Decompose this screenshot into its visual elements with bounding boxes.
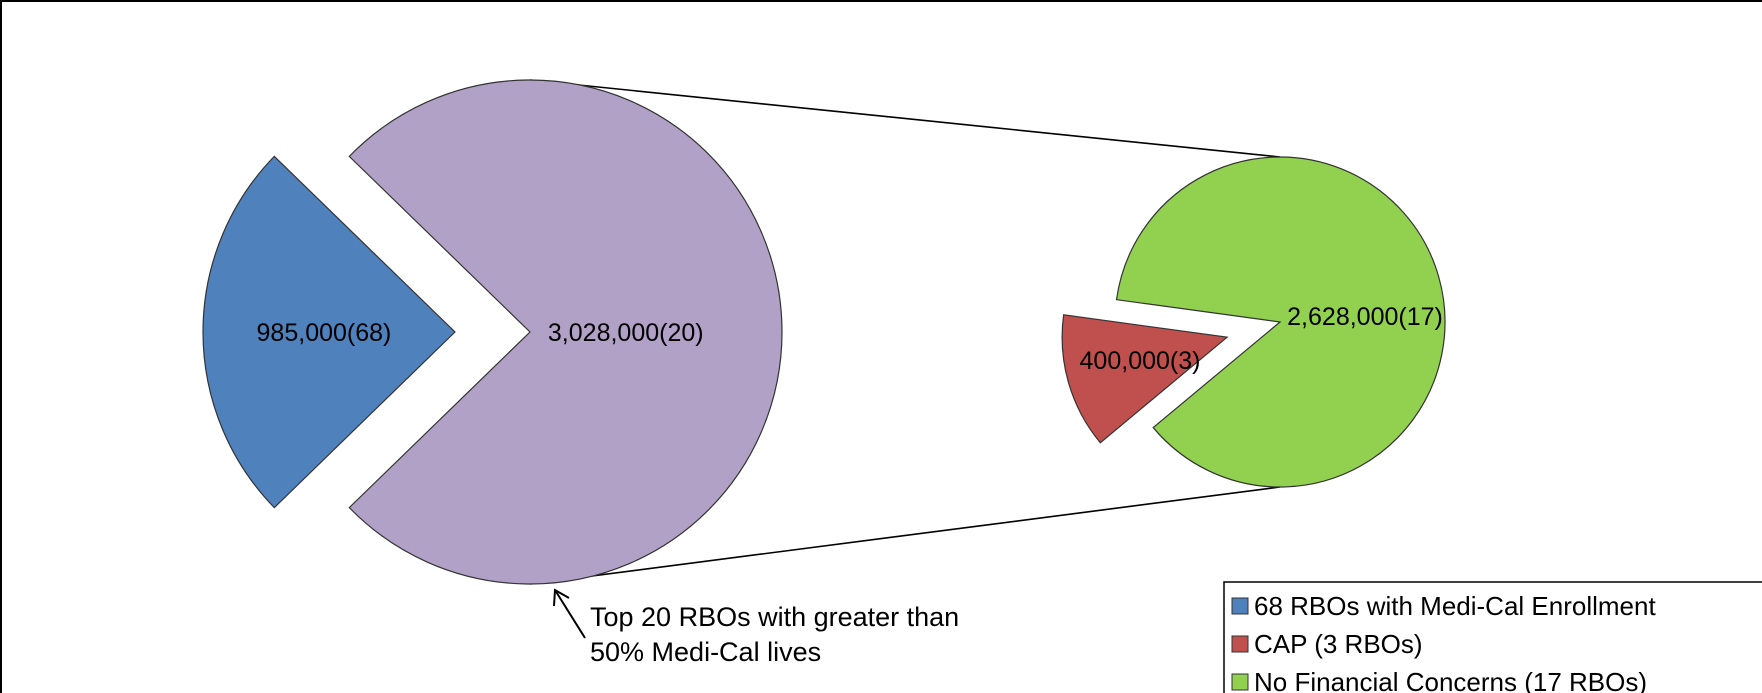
annotation-line-1: Top 20 RBOs with greater than [590, 602, 959, 632]
connector-lines [529, 79, 1281, 585]
main-slice-top20-label: 3,028,000(20) [548, 319, 704, 347]
secondary-pie: 400,000(3) 2,628,000(17) [1061, 156, 1446, 488]
main-slice-enrollment-label: 985,000(68) [257, 319, 392, 347]
connector-top [529, 79, 1281, 158]
secondary-slice-cap-label: 400,000(3) [1080, 347, 1201, 375]
legend: 68 RBOs with Medi-Cal Enrollment CAP (3 R… [1223, 581, 1762, 693]
connector-bottom [529, 486, 1281, 585]
main-slice-enrollment [202, 155, 456, 509]
annotation-arrow-line [554, 589, 586, 639]
legend-entry-label: 68 RBOs with Medi-Cal Enrollment [1254, 591, 1656, 621]
legend-entry-label: CAP (3 RBOs) [1254, 629, 1423, 659]
annotation-line-2: 50% Medi-Cal lives [590, 637, 821, 667]
legend-box [1223, 581, 1762, 693]
main-pie: 985,000(68) 3,028,000(20) [202, 79, 783, 585]
secondary-slice-cap [1061, 314, 1229, 444]
legend-swatch [1231, 597, 1249, 615]
legend-entry-label: No Financial Concerns (17 RBOs) [1254, 667, 1647, 693]
annotation-arrow-head [553, 588, 570, 607]
legend-swatch [1231, 635, 1249, 653]
secondary-slice-no-concerns-label: 2,628,000(17) [1287, 303, 1443, 331]
annotation: Top 20 RBOs with greater than 50% Medi-C… [553, 588, 959, 667]
secondary-slice-no-concerns [1115, 156, 1446, 488]
legend-swatch [1231, 673, 1249, 691]
main-slice-top20 [348, 79, 783, 585]
